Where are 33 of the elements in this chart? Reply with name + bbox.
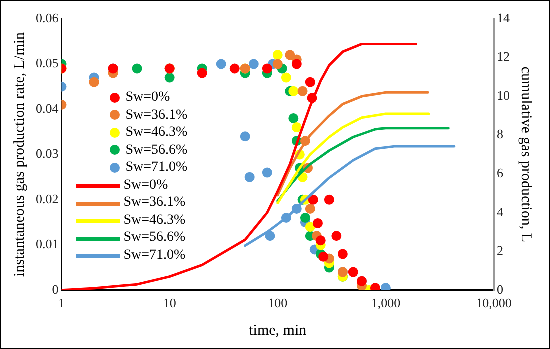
y2-tick-label: 2 (497, 243, 504, 258)
y-axis-title: instantaneous gas production rate, L/min (12, 32, 28, 277)
y2-axis-title: cumulative gas production, L (518, 66, 534, 243)
legend-label: Sw=0% (126, 89, 170, 106)
x-tick-label: 10,000 (476, 296, 512, 311)
legend-label: Sw=56.6% (124, 229, 186, 246)
legend-label: Sw=36.1% (126, 106, 188, 124)
y-tick-label: 0.02 (36, 191, 59, 206)
x-axis-title: time, min (249, 322, 308, 339)
y-tick-label: 0.04 (36, 100, 60, 116)
x-tick-label: 10 (163, 296, 176, 311)
legend-label: Sw=71.0% (126, 159, 188, 176)
x-tick-label: 1,000 (371, 296, 401, 311)
y2-tick-label: 14 (497, 10, 510, 26)
y2-tick-label: 8 (497, 126, 504, 142)
y-tick-label: 0.05 (36, 56, 59, 71)
legend-label: Sw=46.3% (126, 124, 188, 142)
y-tick-label: 0.06 (36, 10, 60, 26)
legend-label: Sw=46.3% (124, 212, 186, 229)
y2-tick-label: 4 (497, 204, 504, 220)
y-tick-label: 0.01 (36, 236, 59, 252)
x-tick-label: 100 (268, 296, 288, 311)
y2-tick-label: 10 (497, 88, 510, 103)
legend-label: Sw=56.6% (126, 142, 188, 159)
legend-label: Sw=71.0% (124, 246, 186, 264)
y2-tick-label: 0 (497, 282, 504, 297)
legend-label: Sw=36.1% (124, 194, 186, 212)
y2-tick-label: 12 (497, 49, 510, 64)
legend-label: Sw=0% (124, 176, 168, 194)
y-tick-label: 0.03 (36, 146, 59, 162)
y-tick-label: 0 (52, 282, 59, 297)
x-tick-label: 1 (58, 296, 65, 311)
y2-tick-label: 6 (497, 166, 504, 181)
